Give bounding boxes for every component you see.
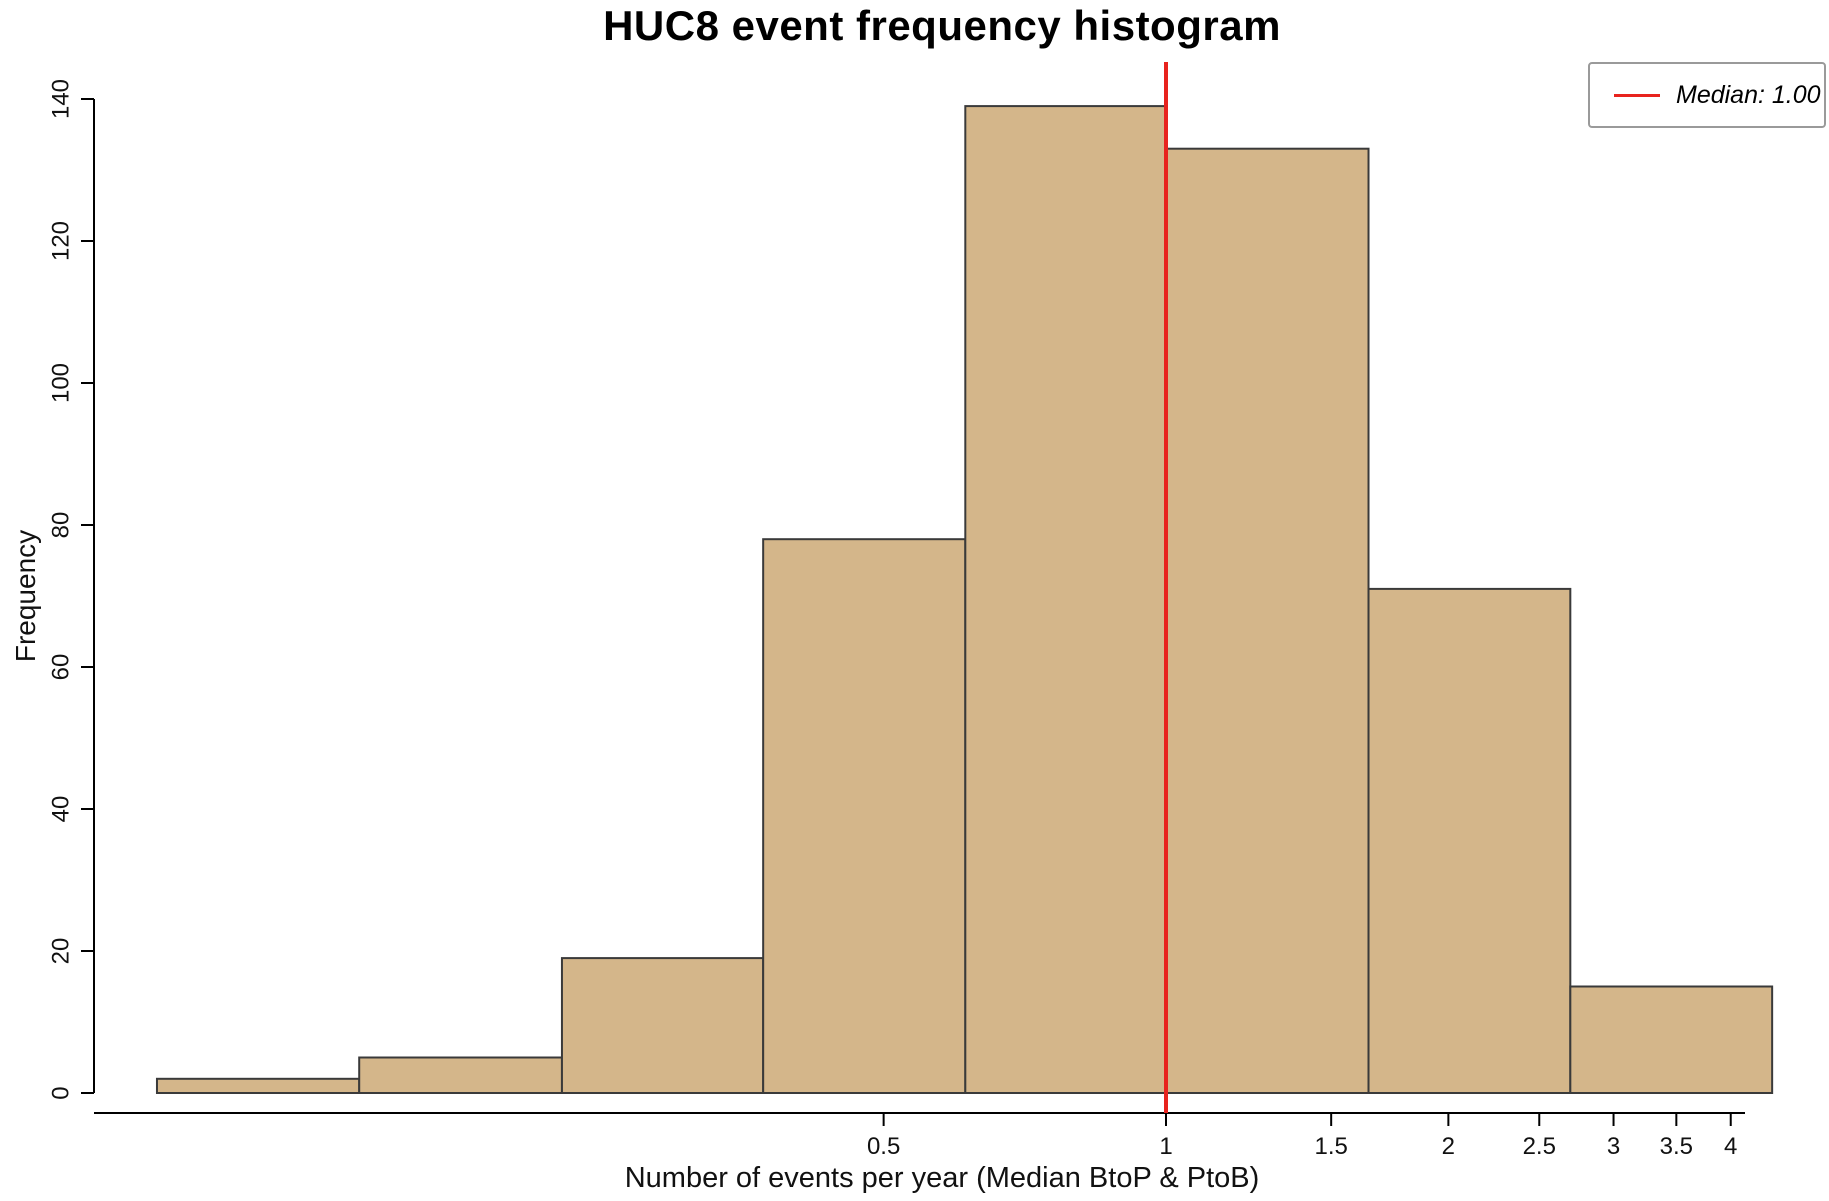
y-tick-label: 80	[47, 512, 74, 539]
x-tick-label: 2.5	[1523, 1133, 1556, 1160]
legend: Median: 1.00	[1588, 62, 1826, 128]
x-tick-label: 2	[1442, 1133, 1455, 1160]
histogram-bar	[358, 1056, 563, 1094]
y-tick-label: 120	[47, 221, 74, 261]
y-tick-label: 0	[47, 1086, 74, 1099]
y-tick-label: 60	[47, 654, 74, 681]
y-tick-label: 40	[47, 796, 74, 823]
histogram-bar	[762, 538, 967, 1094]
y-tick-label: 140	[47, 79, 74, 119]
histogram-bar	[964, 105, 1167, 1095]
x-tick-label: 1	[1159, 1133, 1172, 1160]
x-tick-label: 3	[1607, 1133, 1620, 1160]
x-tick-label: 1.5	[1314, 1133, 1347, 1160]
histogram-bar	[560, 957, 765, 1094]
histogram-bar	[1367, 587, 1572, 1095]
x-axis-label: Number of events per year (Median BtoP &…	[624, 1162, 1260, 1194]
histogram-bar	[1569, 985, 1774, 1094]
histogram-bar	[1165, 147, 1370, 1094]
y-tick-label: 20	[47, 938, 74, 965]
legend-label: Median: 1.00	[1676, 80, 1821, 109]
chart-title: HUC8 event frequency histogram	[603, 2, 1281, 49]
x-tick-label: 3.5	[1660, 1133, 1693, 1160]
median-line-swatch	[1614, 93, 1660, 97]
x-tick-label: 0.5	[867, 1133, 900, 1160]
histogram-bar	[155, 1077, 361, 1095]
y-tick-label: 100	[47, 363, 74, 403]
x-tick-label: 4	[1724, 1133, 1737, 1160]
